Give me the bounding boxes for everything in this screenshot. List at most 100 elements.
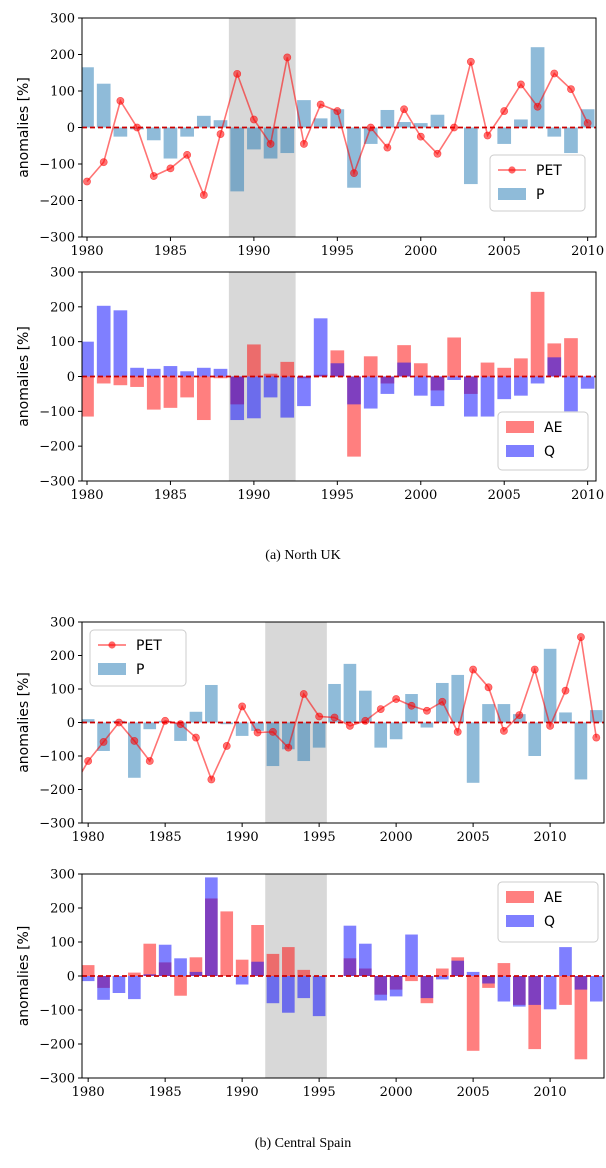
bar-ae-2003: [436, 968, 449, 976]
legend-label-ae: AE: [544, 420, 562, 436]
bar-q-2013: [589, 976, 603, 1002]
bar-p-1993: [297, 100, 311, 128]
bar-ae-1980: [82, 376, 94, 417]
bar-ae-1983: [130, 376, 144, 387]
pet-point-1989: [233, 69, 242, 78]
bar-p-1994: [297, 722, 311, 762]
ytick-label: 200: [50, 649, 75, 664]
pet-point-1988: [216, 130, 225, 138]
pet-point-1999: [376, 705, 385, 713]
ytick-label: −300: [39, 1072, 75, 1087]
pet-point-2009: [530, 665, 539, 674]
ytick-label: −300: [39, 231, 75, 246]
xtick-label: 2010: [534, 830, 567, 845]
ytick-label: −300: [39, 475, 75, 490]
pet-point-1987: [192, 733, 200, 742]
pet-point-1997: [346, 721, 354, 730]
bar-q-1995: [312, 976, 326, 1017]
bar-p-2006: [482, 704, 495, 723]
legend-label-pet: PET: [136, 638, 162, 654]
pet-point-1985: [166, 164, 175, 173]
pet-point-2011: [561, 686, 570, 695]
bar-ae-2000: [413, 363, 428, 377]
bar-ae-2002: [447, 337, 461, 377]
pet-point-1988: [207, 775, 216, 784]
bar-q-1998: [380, 376, 395, 394]
pet-point-2003: [438, 697, 447, 706]
ytick-label: 300: [50, 616, 75, 631]
bar-q-2009: [528, 976, 542, 1005]
bar-p-1999: [374, 722, 388, 748]
ytick-label: 300: [50, 12, 75, 27]
xtick-label: 1980: [70, 488, 103, 503]
chart-uk-ae-q: −300 −200 −100 0 100 200 300 1980 1985 1990 1995 20…: [16, 266, 604, 504]
y-axis-label: anomalies [%]: [16, 672, 32, 773]
ytick-label: −200: [39, 440, 75, 455]
bar-q-2010: [580, 376, 595, 389]
bar-q-1997: [343, 925, 357, 976]
plot-area: [82, 18, 596, 237]
bar-ae-1986: [174, 976, 187, 996]
bar-q-2001: [405, 934, 418, 976]
legend: PET P: [489, 154, 586, 212]
bar-q-1991: [251, 961, 264, 976]
legend-swatch-ae: [506, 421, 534, 433]
y-axis-label: anomalies [%]: [16, 326, 32, 427]
y-axis-label: anomalies [%]: [16, 926, 32, 1027]
bar-ae-1980: [82, 965, 95, 976]
xtick-label: 2005: [457, 1085, 490, 1100]
legend: PET P: [89, 629, 187, 687]
chart-es-p-pet: −300 −200 −100 0 100 200 300 1980 1985 1990 1995 20…: [16, 616, 605, 845]
bar-p-2006: [514, 119, 528, 128]
bar-q-1986: [180, 371, 194, 377]
bar-p-1992: [280, 127, 295, 154]
pet-point-2001: [433, 149, 442, 158]
xtick-label: 2005: [457, 830, 490, 845]
bar-ae-1997: [363, 356, 378, 377]
bar-ae-1987: [189, 957, 203, 976]
bar-q-1988: [205, 877, 218, 976]
pet-point-1981: [99, 158, 108, 167]
bar-p-2009: [564, 127, 578, 154]
bar-p-1995: [312, 722, 326, 748]
bar-ae-1986: [180, 376, 194, 398]
pet-point-1997: [366, 123, 375, 132]
pet-point-2004: [483, 131, 492, 140]
legend-box: [497, 411, 589, 471]
bar-q-1990: [247, 376, 261, 419]
bar-q-1994: [313, 318, 328, 377]
bar-p-2004: [451, 674, 465, 723]
xtick-label: 2000: [404, 488, 437, 503]
pet-point-1995: [333, 107, 342, 115]
bar-p-1998: [359, 690, 372, 723]
ytick-label: 100: [50, 683, 75, 698]
bar-p-2005: [497, 127, 512, 144]
bar-q-2000: [413, 376, 428, 396]
pet-point-2006: [484, 683, 493, 692]
bar-ae-2005: [497, 367, 512, 377]
bar-ae-1985: [163, 376, 178, 408]
bar-q-1980: [82, 976, 95, 982]
caption-north-uk: (a) North UK: [265, 548, 341, 563]
ytick-label: −100: [39, 750, 75, 765]
xtick-label: 1990: [237, 488, 270, 503]
ytick-label: 300: [50, 266, 75, 281]
bar-ae-1989: [220, 911, 234, 976]
legend-label-ae: AE: [544, 890, 562, 906]
pet-point-2005: [500, 107, 509, 115]
bar-p-1987: [189, 711, 203, 723]
pet-point-1995: [315, 712, 324, 721]
bar-p-1982: [113, 127, 128, 137]
ytick-label: −200: [39, 783, 75, 798]
pet-point-1993: [284, 743, 293, 752]
xtick-label: 1985: [149, 1085, 182, 1100]
bar-p-1983: [128, 722, 141, 778]
bar-p-1980: [82, 67, 94, 128]
xtick-label: 1990: [237, 244, 270, 259]
pet-point-2008: [515, 711, 524, 720]
bar-q-1985: [163, 366, 178, 377]
bar-q-1999: [374, 976, 388, 1001]
bar-q-2008: [512, 976, 526, 1007]
bar-ae-2009: [564, 338, 578, 377]
xtick-label: 2010: [571, 488, 604, 503]
